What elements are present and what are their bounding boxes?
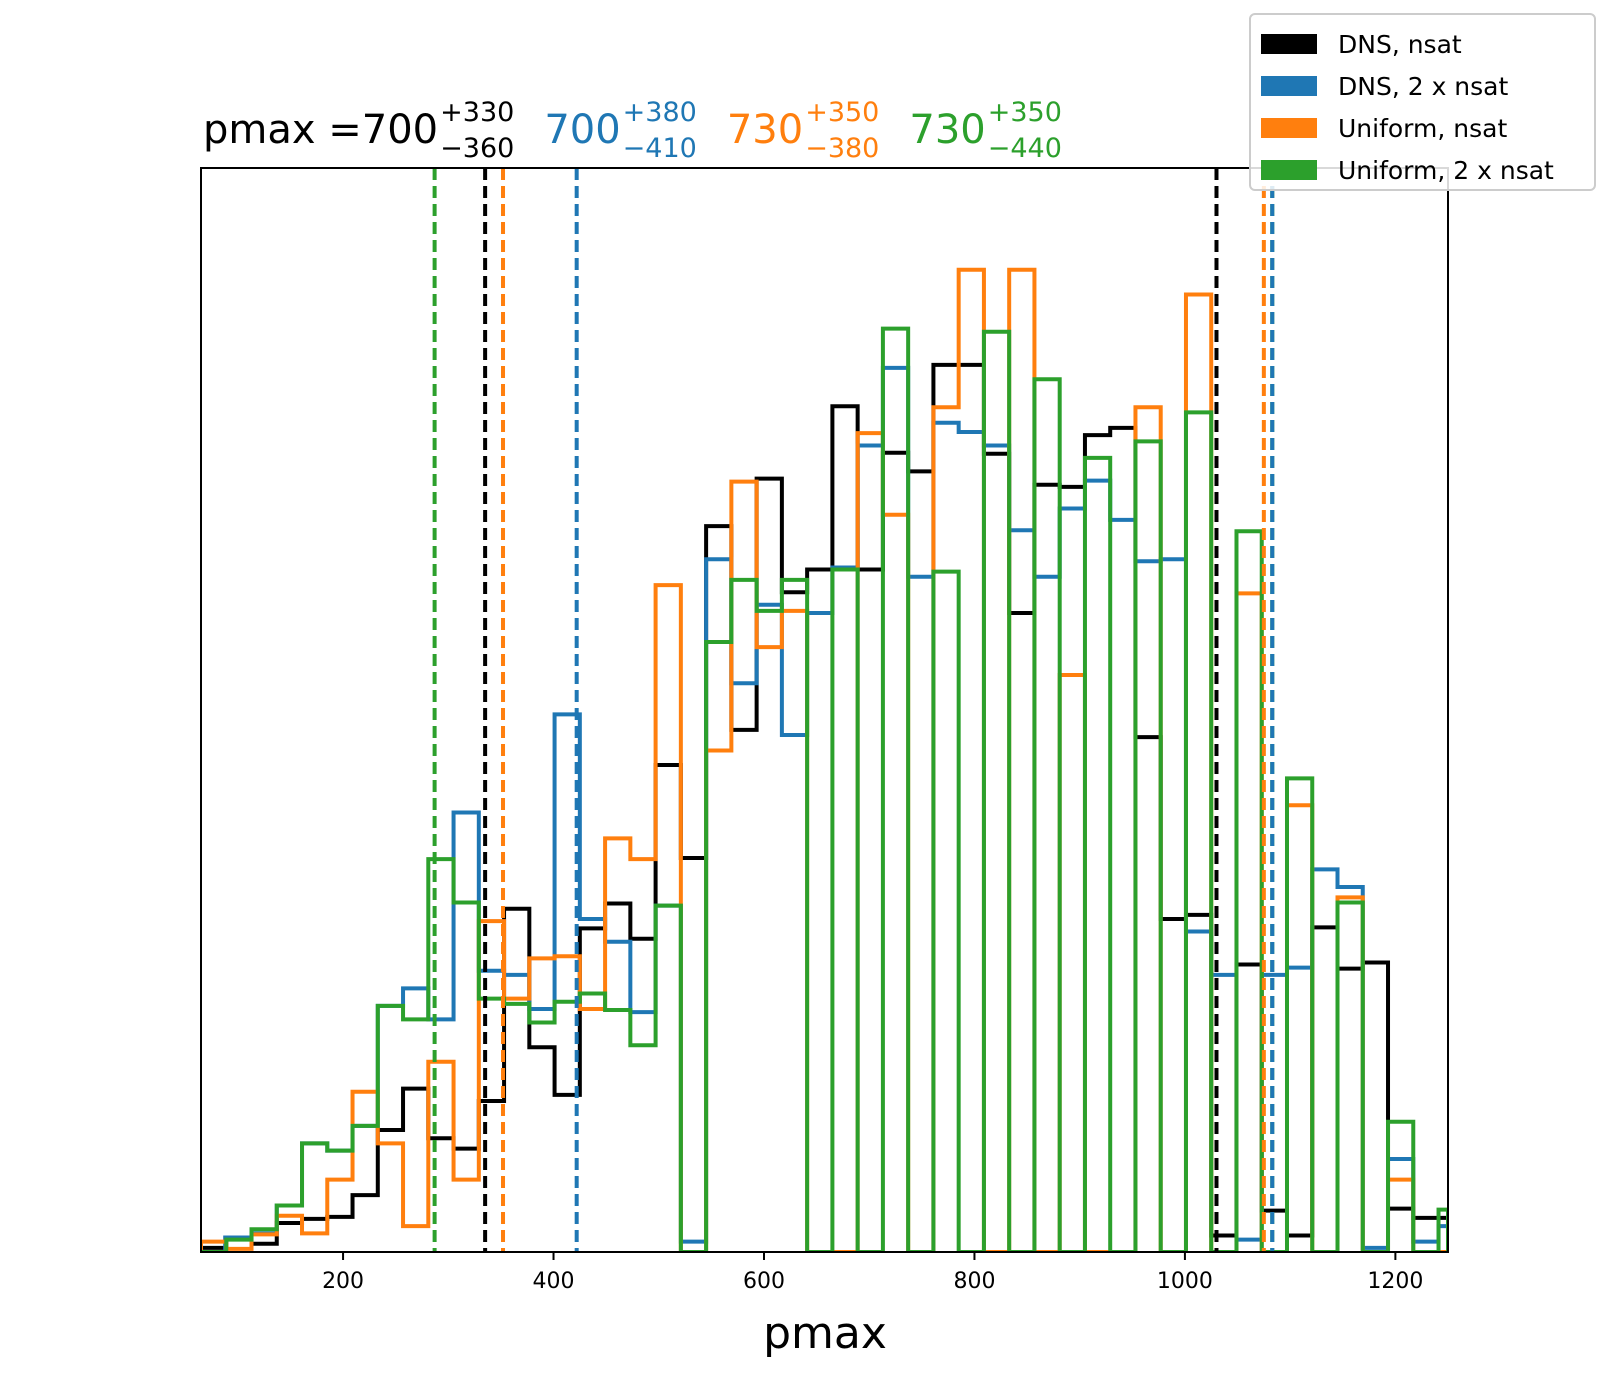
annotation-median: 700	[544, 107, 620, 153]
x-tick-label: 200	[322, 1269, 364, 1294]
legend-label: DNS, nsat	[1338, 30, 1462, 59]
x-tick-label: 1200	[1367, 1269, 1423, 1294]
histogram-series-group	[201, 267, 1448, 1252]
plot-area: 200 400 600 800 1000 1200	[200, 167, 1449, 1294]
legend-swatch	[1261, 118, 1317, 138]
median-annotation: pmax = 700 +330−360 700 +380−410 730 +350−380…	[203, 97, 1062, 164]
histogram-outline	[201, 362, 1448, 1252]
annotation-median: 700	[362, 107, 438, 153]
credible-interval-lines	[432, 168, 1275, 1252]
x-tick-label: 600	[743, 1269, 785, 1294]
annotation-upper-error: +380	[623, 97, 697, 128]
legend-label: DNS, 2 x nsat	[1338, 72, 1508, 101]
x-tick-label: 1000	[1157, 1269, 1213, 1294]
x-axis-title: pmax	[763, 1308, 887, 1359]
legend-swatch	[1261, 34, 1317, 54]
annotation-median: 730	[909, 107, 985, 153]
legend-label: Uniform, 2 x nsat	[1338, 156, 1554, 185]
plot-frame	[200, 167, 1449, 1253]
legend: DNS, nsat DNS, 2 x nsat Uniform, nsat Unifo…	[1249, 13, 1596, 191]
x-tick-label: 800	[953, 1269, 995, 1294]
legend-swatch	[1261, 160, 1317, 180]
annotation-lower-error: −440	[988, 133, 1062, 164]
series-4	[201, 326, 1448, 1252]
annotation-median: 730	[727, 107, 803, 153]
annotation-lower-error: −360	[440, 133, 514, 164]
legend-frame	[1249, 13, 1596, 191]
legend-swatch	[1261, 76, 1317, 96]
annotation-upper-error: +350	[988, 97, 1062, 128]
annotation-lower-error: −380	[805, 133, 879, 164]
legend-label: Uniform, nsat	[1338, 114, 1507, 143]
annotation-lower-error: −410	[623, 133, 697, 164]
x-tick-label: 400	[533, 1269, 575, 1294]
series-1	[201, 362, 1448, 1252]
annotation-upper-error: +350	[805, 97, 879, 128]
annotation-prefix: pmax =	[203, 107, 362, 153]
x-axis-ticks: 200 400 600 800 1000 1200	[322, 1252, 1423, 1294]
annotation-upper-error: +330	[440, 97, 514, 128]
histogram-outline	[201, 326, 1448, 1252]
